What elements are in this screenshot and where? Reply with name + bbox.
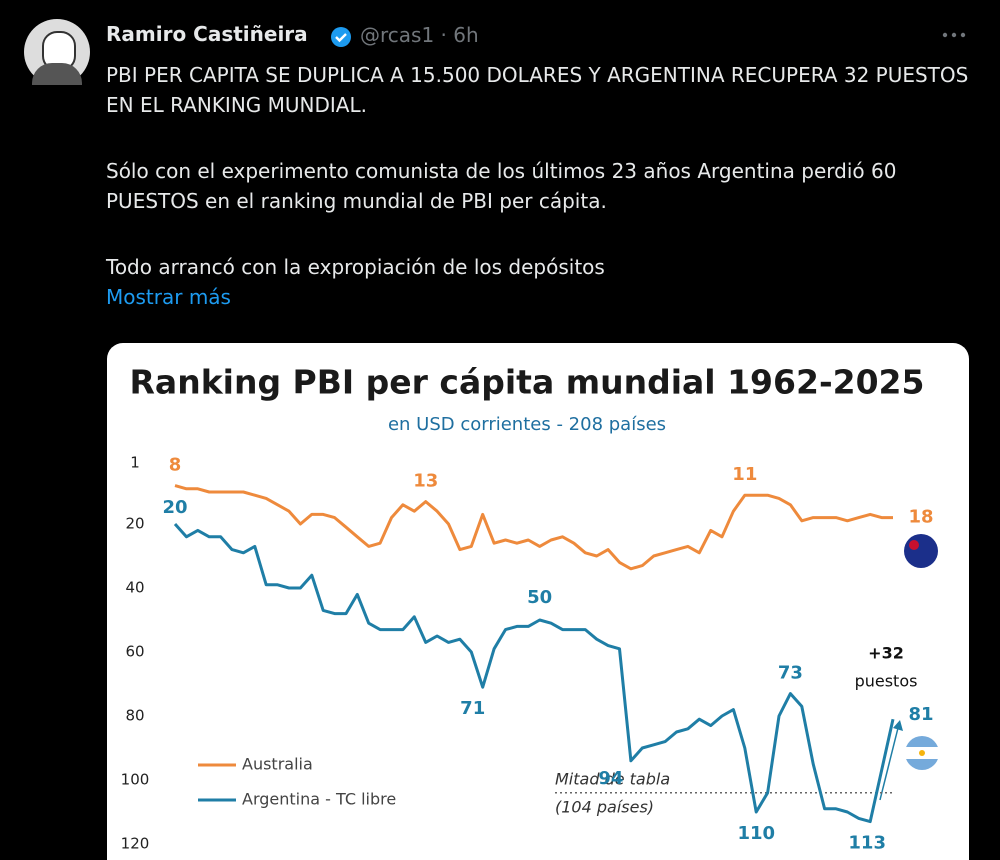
data-label: 71 — [460, 698, 485, 719]
annotation: puestos — [855, 672, 918, 691]
arrow — [879, 727, 899, 801]
paragraph: PBI PER CAPITA SE DUPLICA A 15.500 DOLAR… — [106, 63, 969, 117]
data-label: 113 — [848, 833, 886, 854]
avatar[interactable] — [24, 19, 90, 85]
data-label: 50 — [527, 587, 552, 608]
y-tick-label: 1 — [130, 454, 140, 472]
verified-badge — [331, 27, 351, 47]
flag-argentina — [905, 736, 939, 770]
data-label: 73 — [778, 663, 803, 684]
tweet-meta: @rcas1 · 6h — [360, 23, 479, 47]
series-line — [174, 484, 893, 571]
data-label: 13 — [413, 471, 438, 492]
chart-background — [107, 343, 969, 860]
chart-subtitle: en USD corrientes - 208 países — [388, 414, 666, 435]
time[interactable]: 6h — [453, 23, 479, 47]
y-tick-label: 80 — [125, 707, 144, 725]
data-label: 18 — [908, 507, 933, 528]
handle[interactable]: @rcas1 — [360, 23, 435, 47]
data-label: 11 — [732, 464, 757, 485]
tweet-text: PBI PER CAPITA SE DUPLICA A 15.500 DOLAR… — [106, 60, 976, 312]
separator: · — [440, 23, 447, 47]
author-name[interactable]: Ramiro Castiñeira — [106, 22, 308, 46]
data-label: 8 — [169, 455, 182, 476]
y-tick-label: 60 — [125, 643, 144, 661]
flag-australia — [904, 534, 938, 568]
paragraph: Sólo con el experimento comunista de los… — [106, 159, 897, 213]
paragraph: Todo arrancó con la expropiación de los … — [106, 255, 605, 279]
y-tick-label: 40 — [125, 579, 144, 597]
data-label: 110 — [737, 823, 775, 844]
reference-label: Mitad de tabla — [555, 769, 670, 788]
y-tick-label: 20 — [125, 515, 144, 533]
annotation: +32 — [868, 644, 904, 663]
series-line — [173, 523, 895, 824]
show-more[interactable]: Mostrar más — [106, 285, 231, 309]
y-tick-label: 100 — [121, 771, 150, 789]
more-button[interactable] — [940, 25, 970, 45]
y-tick-label: 120 — [121, 835, 150, 853]
chart-title: Ranking PBI per cápita mundial 1962-2025 — [130, 363, 925, 402]
arrow-head — [893, 720, 903, 731]
data-label: 94 — [598, 768, 623, 789]
data-label: 20 — [162, 497, 187, 518]
legend-label: Argentina - TC libre — [242, 790, 396, 809]
legend-label: Australia — [242, 755, 313, 774]
reference-note: (104 países) — [555, 797, 654, 816]
data-label: 81 — [908, 704, 933, 725]
